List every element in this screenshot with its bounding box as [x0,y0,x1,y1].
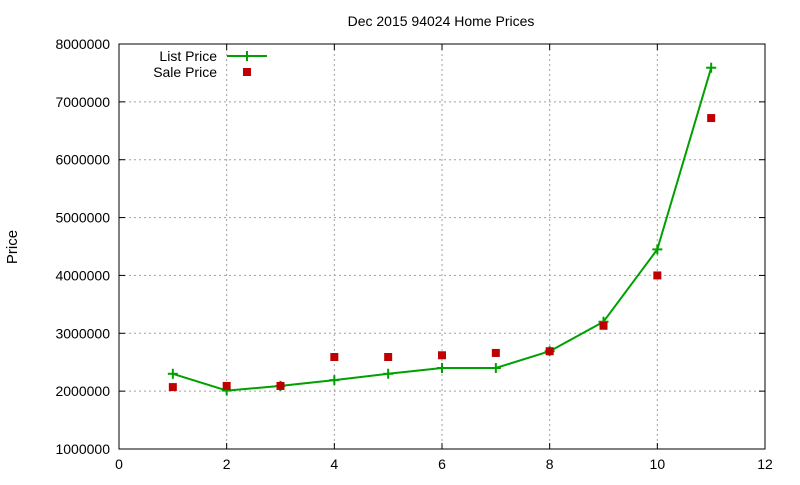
sale-price-point [599,321,608,330]
sale-price-point [653,271,662,280]
y-axis-label: Price [4,230,21,264]
y-tick-label: 8000000 [55,36,110,52]
y-tick-label: 3000000 [55,325,110,341]
sale-price-point [384,353,393,362]
list-price-point [167,368,178,379]
y-tick-label: 6000000 [55,152,110,168]
list-price-point [652,244,663,255]
x-tick-label: 6 [438,456,446,472]
sale-price-point [491,348,500,357]
x-tick-label: 2 [223,456,231,472]
sale-price-point [222,381,231,390]
chart-title: Dec 2015 94024 Home Prices [348,13,535,29]
list-price-point [490,363,501,373]
x-tick-label: 4 [330,456,338,472]
list-price-point [383,368,394,379]
y-tick-label: 4000000 [55,267,110,283]
sale-price-point [707,114,716,123]
x-tick-label: 12 [757,456,773,472]
sale-price-point [168,383,177,392]
x-tick-label: 8 [546,456,554,472]
list-price-point [706,62,717,73]
x-tick-label: 10 [650,456,666,472]
sale-price-point [438,351,446,360]
sale-price-point [276,381,285,390]
y-tick-label: 1000000 [55,441,110,457]
y-tick-label: 5000000 [55,210,110,226]
list-price-point [329,375,340,386]
legend-marker-sale-price [243,68,251,76]
y-tick-label: 7000000 [55,94,110,110]
y-tick-label: 2000000 [55,383,110,399]
list-price-point [437,363,447,373]
x-tick-label: 0 [115,456,123,472]
sale-price-point [330,353,339,362]
legend-label-sale-price: Sale Price [153,64,217,80]
legend-label-list-price: List Price [159,48,217,64]
sale-price-point [545,347,554,356]
